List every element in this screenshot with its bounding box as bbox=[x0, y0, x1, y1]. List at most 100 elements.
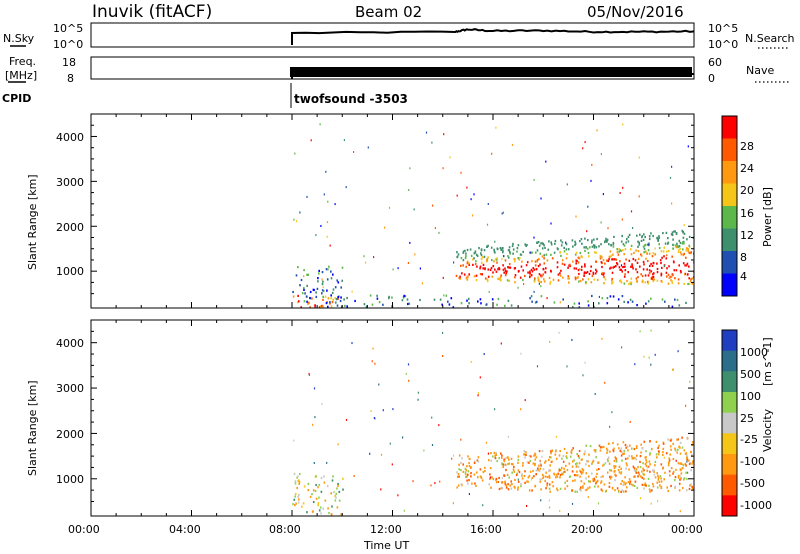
date-title: 05/Nov/2016 bbox=[587, 3, 684, 21]
heatmap-cell bbox=[517, 486, 519, 489]
heatmap-cell bbox=[460, 438, 462, 441]
heatmap-cell bbox=[510, 487, 513, 490]
heatmap-cell bbox=[687, 250, 689, 253]
heatmap-cell bbox=[585, 472, 588, 475]
heatmap-cell bbox=[652, 234, 654, 238]
heatmap-cell bbox=[625, 486, 628, 489]
heatmap-cell bbox=[571, 449, 573, 452]
heatmap-cell bbox=[691, 462, 694, 465]
heatmap-cell bbox=[660, 486, 663, 490]
heatmap-cell bbox=[550, 243, 553, 246]
heatmap-cell bbox=[322, 289, 325, 293]
xtick-1200: 12:00 bbox=[370, 523, 402, 536]
heatmap-cell bbox=[586, 230, 588, 233]
heatmap-cell bbox=[548, 240, 550, 243]
heatmap-cell bbox=[639, 330, 641, 333]
heatmap-cell bbox=[531, 270, 534, 273]
heatmap-cell bbox=[635, 470, 637, 473]
heatmap-cell bbox=[382, 409, 384, 412]
heatmap-cell bbox=[338, 499, 341, 502]
xtick-1600: 16:00 bbox=[470, 523, 502, 536]
heatmap-cell bbox=[577, 454, 580, 457]
heatmap-cell bbox=[639, 455, 642, 458]
heatmap-cell bbox=[466, 278, 469, 281]
xtick-2400: 00:00 bbox=[671, 523, 703, 536]
heatmap-cell bbox=[351, 342, 353, 345]
heatmap-cell bbox=[536, 259, 539, 262]
heatmap-cell bbox=[456, 471, 458, 474]
heatmap-cell bbox=[657, 500, 659, 503]
heatmap-cell bbox=[425, 131, 428, 134]
heatmap-cell bbox=[494, 454, 496, 457]
heatmap-cell bbox=[591, 163, 593, 166]
heatmap-cell bbox=[640, 253, 642, 256]
heatmap-cell bbox=[507, 255, 509, 258]
heatmap-cell bbox=[303, 288, 305, 291]
heatmap-cell bbox=[671, 281, 674, 284]
heatmap-cell bbox=[637, 471, 640, 474]
heatmap-cell bbox=[558, 331, 560, 334]
heatmap-cell bbox=[635, 277, 638, 280]
heatmap-cell bbox=[649, 440, 651, 442]
heatmap-cell bbox=[317, 277, 319, 280]
heatmap-cell bbox=[596, 472, 598, 475]
colorbar-segment bbox=[722, 161, 737, 184]
velocity-colorbar bbox=[721, 329, 738, 517]
heatmap-cell bbox=[299, 211, 301, 214]
heatmap-cell bbox=[657, 453, 660, 456]
heatmap-cell bbox=[644, 281, 647, 284]
heatmap-cell bbox=[510, 457, 513, 460]
heatmap-cell bbox=[471, 214, 474, 217]
heatmap-cell bbox=[306, 284, 308, 287]
heatmap-cell bbox=[626, 457, 629, 460]
heatmap-cell bbox=[645, 450, 647, 453]
heatmap-cell bbox=[616, 443, 619, 446]
heatmap-cell bbox=[324, 295, 327, 298]
heatmap-cell bbox=[584, 263, 586, 266]
heatmap-cell bbox=[612, 281, 614, 284]
heatmap-cell bbox=[615, 265, 617, 268]
heatmap-cell bbox=[531, 478, 533, 481]
heatmap-cell bbox=[664, 242, 667, 245]
heatmap-cell bbox=[535, 251, 537, 254]
heatmap-cell bbox=[334, 499, 337, 502]
heatmap-cell bbox=[489, 477, 491, 480]
heatmap-cell bbox=[579, 279, 582, 283]
heatmap-cell bbox=[518, 257, 521, 260]
heatmap-cell bbox=[616, 263, 619, 266]
heatmap-cell bbox=[322, 298, 324, 301]
heatmap-cell bbox=[679, 478, 681, 481]
heatmap-cell bbox=[533, 268, 536, 271]
velocity-ylabel: Slant Range [km] bbox=[26, 380, 39, 476]
heatmap-cell bbox=[525, 264, 528, 267]
heatmap-cell bbox=[603, 282, 605, 285]
heatmap-cell bbox=[589, 246, 591, 249]
heatmap-cell bbox=[464, 471, 467, 474]
heatmap-cell bbox=[594, 485, 596, 488]
heatmap-cell bbox=[345, 186, 347, 189]
heatmap-cell bbox=[621, 489, 623, 492]
heatmap-cell bbox=[533, 454, 535, 457]
heatmap-cell bbox=[506, 270, 508, 273]
heatmap-cell bbox=[639, 233, 641, 236]
heatmap-cell bbox=[678, 245, 681, 248]
heatmap-cell bbox=[325, 302, 328, 305]
heatmap-cell bbox=[401, 299, 404, 302]
heatmap-cell bbox=[611, 411, 613, 414]
heatmap-cell bbox=[561, 457, 563, 460]
heatmap-cell bbox=[525, 244, 527, 247]
heatmap-cell bbox=[321, 304, 323, 307]
heatmap-cell bbox=[691, 277, 694, 280]
heatmap-cell bbox=[614, 470, 616, 473]
heatmap-cell bbox=[686, 238, 688, 241]
heatmap-cell bbox=[689, 484, 691, 487]
heatmap-cell bbox=[652, 482, 654, 486]
heatmap-cell bbox=[298, 479, 300, 482]
nsearch-label: N.Search bbox=[745, 32, 795, 45]
heatmap-cell bbox=[487, 256, 489, 259]
heatmap-cell bbox=[633, 484, 636, 488]
heatmap-cell bbox=[576, 453, 578, 456]
heatmap-cell bbox=[575, 251, 578, 254]
heatmap-cell bbox=[605, 237, 607, 240]
heatmap-cell bbox=[545, 487, 547, 490]
